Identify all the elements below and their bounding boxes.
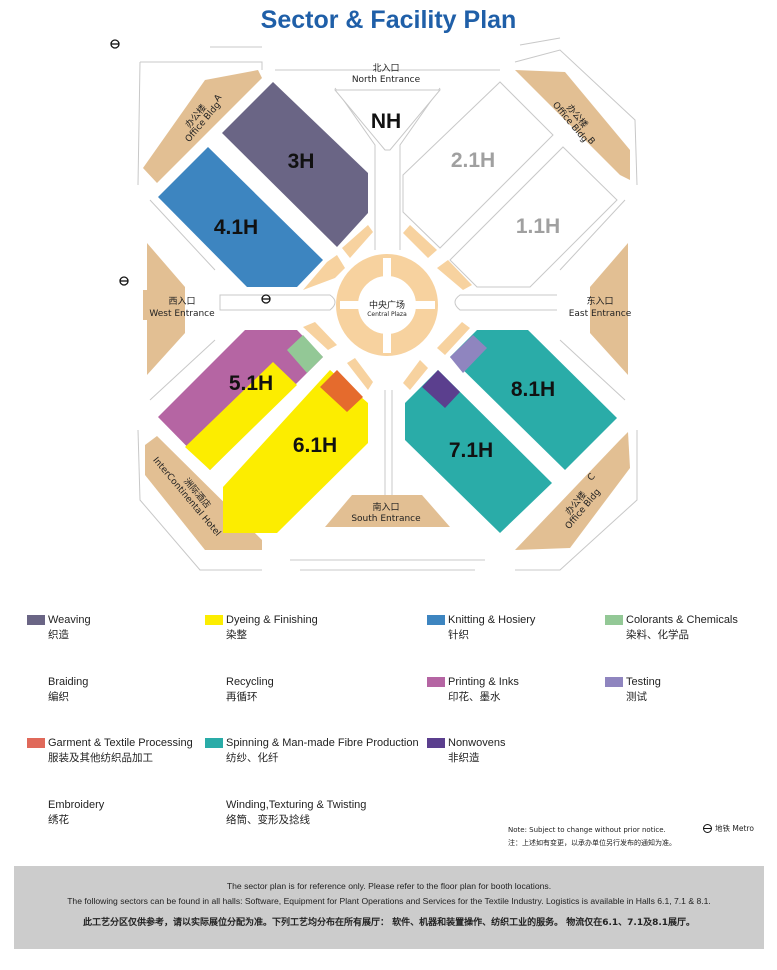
central-plaza-en: Central Plaza [367,311,407,318]
central-plaza [336,254,438,356]
hall-label-7.1h: 7.1H [449,439,493,462]
legend-swatch [27,615,45,625]
east-entrance-en: East Entrance [569,309,632,319]
metro-icon [119,276,129,286]
hall-label-nh: NH [371,110,401,133]
svg-text:B: B [585,136,597,147]
east-entrance-building [590,243,628,375]
legend-item-printing: Printing & Inks 印花、墨水 [427,675,519,705]
hall-label-1.1h: 1.1H [516,215,560,238]
hall-label-6.1h: 6.1H [293,434,337,457]
legend-item-garment: Garment & Textile Processing 服装及其他纺织品加工 [27,736,193,766]
page-title: Sector & Facility Plan [260,6,517,34]
hall-6.1h[interactable] [223,370,368,533]
hall-label-8.1h: 8.1H [511,378,555,401]
legend-swatch [205,738,223,748]
sector-testing [450,335,487,373]
west-entrance-en: West Entrance [149,309,215,319]
hall-1.1h[interactable] [449,146,618,288]
office-bldg-a [143,70,262,183]
legend-swatch [427,738,445,748]
central-plaza-zh: 中央广场 [369,299,405,311]
legend-item-braiding: Braiding 编织 [48,676,89,703]
office-bldg-c [515,432,630,550]
south-entrance-zh: 南入口 [372,501,399,513]
west-entrance-zh: 西入口 [168,296,195,307]
legend-item-weaving: Weaving 织造 [27,613,91,643]
office-bldg-b [515,70,630,180]
legend-item-recycling: Recycling 再循环 [226,676,274,703]
hall-label-5.1h: 5.1H [229,372,273,395]
legend-item-colorants: Colorants & Chemicals 染料、化学品 [605,613,738,643]
legend-item-spinning: Spinning & Man-made Fibre Production 纺纱、化… [205,736,419,766]
south-entrance-building [325,495,450,527]
change-notice: Note: Subject to change without prior no… [508,826,676,847]
hall-8.1h[interactable] [450,330,617,470]
legend-swatch [605,615,623,625]
hall-label-4.1h: 4.1H [214,216,258,239]
legend-swatch [205,615,223,625]
footer-disclaimer: The sector plan is for reference only. P… [14,866,764,949]
north-entrance-zh: 北入口 [372,63,399,74]
hall-4.1h[interactable] [158,147,323,287]
east-entrance-zh: 东入口 [586,295,613,307]
hall-nh[interactable] [333,89,442,151]
sector-colorants [287,335,323,373]
legend-swatch [427,615,445,625]
hall-7.1h[interactable] [405,370,552,533]
metro-icon [110,39,120,49]
legend-swatch [605,677,623,687]
legend-item-nonwovens: Nonwovens 非织造 [427,736,505,766]
west-entrance-building [143,243,185,375]
legend-swatch [427,677,445,687]
road-outlines [137,37,638,571]
buildings [143,70,630,550]
sector-garment [320,370,363,412]
north-entrance-en: North Entrance [352,75,421,85]
south-entrance-en: South Entrance [351,514,421,524]
connector-blocks [303,225,472,390]
legend-item-testing: Testing 测试 [605,675,661,705]
hall-label-3h: 3H [288,150,315,173]
metro-icon [703,824,712,833]
legend-item-winding: Winding,Texturing & Twisting 络筒、变形及捻线 [226,799,367,826]
legend-swatch [27,738,45,748]
hall-3h[interactable] [222,82,368,247]
sector-nonwovens [422,370,460,408]
metro-legend: 地铁 Metro [703,823,754,834]
legend-item-embroidery: Embroidery 绣花 [48,799,105,826]
legend-item-knitting: Knitting & Hosiery 针织 [427,613,535,643]
sector-dyeing-5.1h [185,362,297,470]
floor-plan-map: NH 3H 4.1H 2.1H 1.1H 5.1H 6.1H 7.1H 8.1H… [110,37,638,571]
hall-label-2.1h: 2.1H [451,149,495,172]
svg-text:A: A [212,92,224,104]
metro-icon [261,294,271,304]
svg-text:C: C [586,472,598,483]
legend-item-dyeing: Dyeing & Finishing 染整 [205,613,318,643]
hall-2.1h[interactable] [402,81,554,249]
